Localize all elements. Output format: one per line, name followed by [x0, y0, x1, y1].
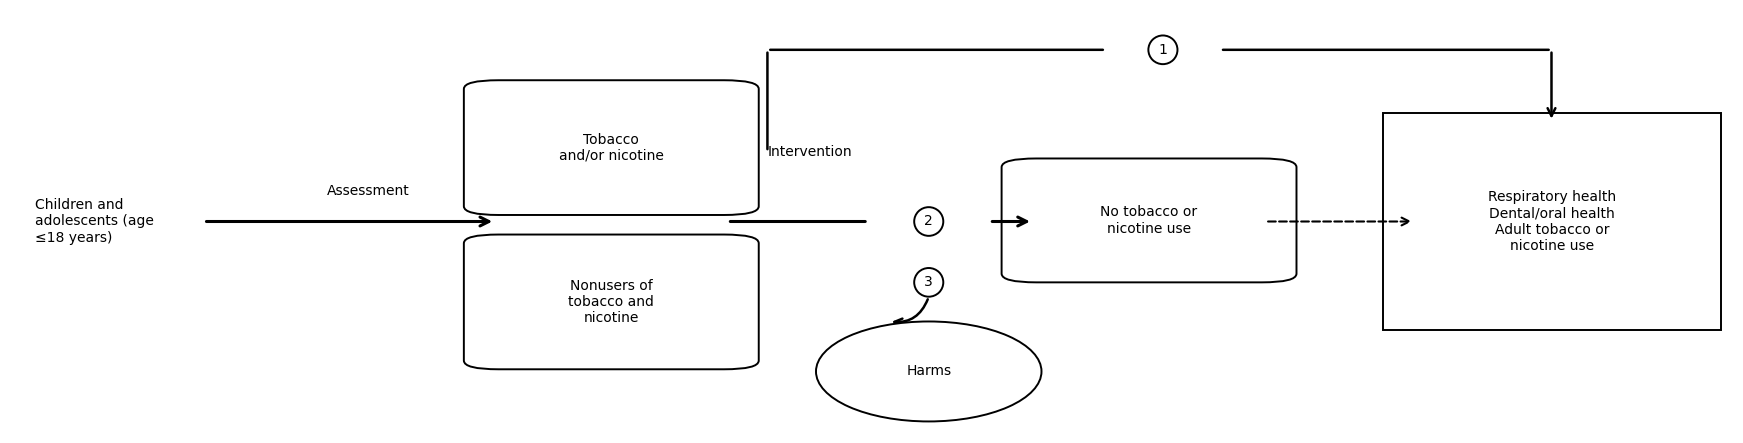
Text: 2: 2: [924, 214, 933, 229]
FancyBboxPatch shape: [464, 80, 758, 215]
Text: Nonusers of
tobacco and
nicotine: Nonusers of tobacco and nicotine: [568, 279, 654, 325]
FancyBboxPatch shape: [1384, 113, 1722, 330]
Text: 1: 1: [1159, 43, 1168, 57]
Ellipse shape: [913, 268, 943, 297]
Text: Respiratory health
Dental/oral health
Adult tobacco or
nicotine use: Respiratory health Dental/oral health Ad…: [1489, 190, 1616, 253]
Ellipse shape: [1149, 35, 1178, 64]
Text: Harms: Harms: [906, 365, 952, 378]
Text: 3: 3: [924, 276, 933, 289]
Text: Children and
adolescents (age
≤18 years): Children and adolescents (age ≤18 years): [35, 198, 155, 245]
FancyBboxPatch shape: [1002, 159, 1297, 282]
Ellipse shape: [816, 322, 1042, 421]
Text: No tobacco or
nicotine use: No tobacco or nicotine use: [1100, 205, 1197, 236]
Text: Intervention: Intervention: [767, 145, 852, 159]
Text: Tobacco
and/or nicotine: Tobacco and/or nicotine: [560, 132, 664, 163]
FancyBboxPatch shape: [464, 234, 758, 369]
Text: Assessment: Assessment: [328, 184, 410, 198]
Ellipse shape: [913, 207, 943, 236]
